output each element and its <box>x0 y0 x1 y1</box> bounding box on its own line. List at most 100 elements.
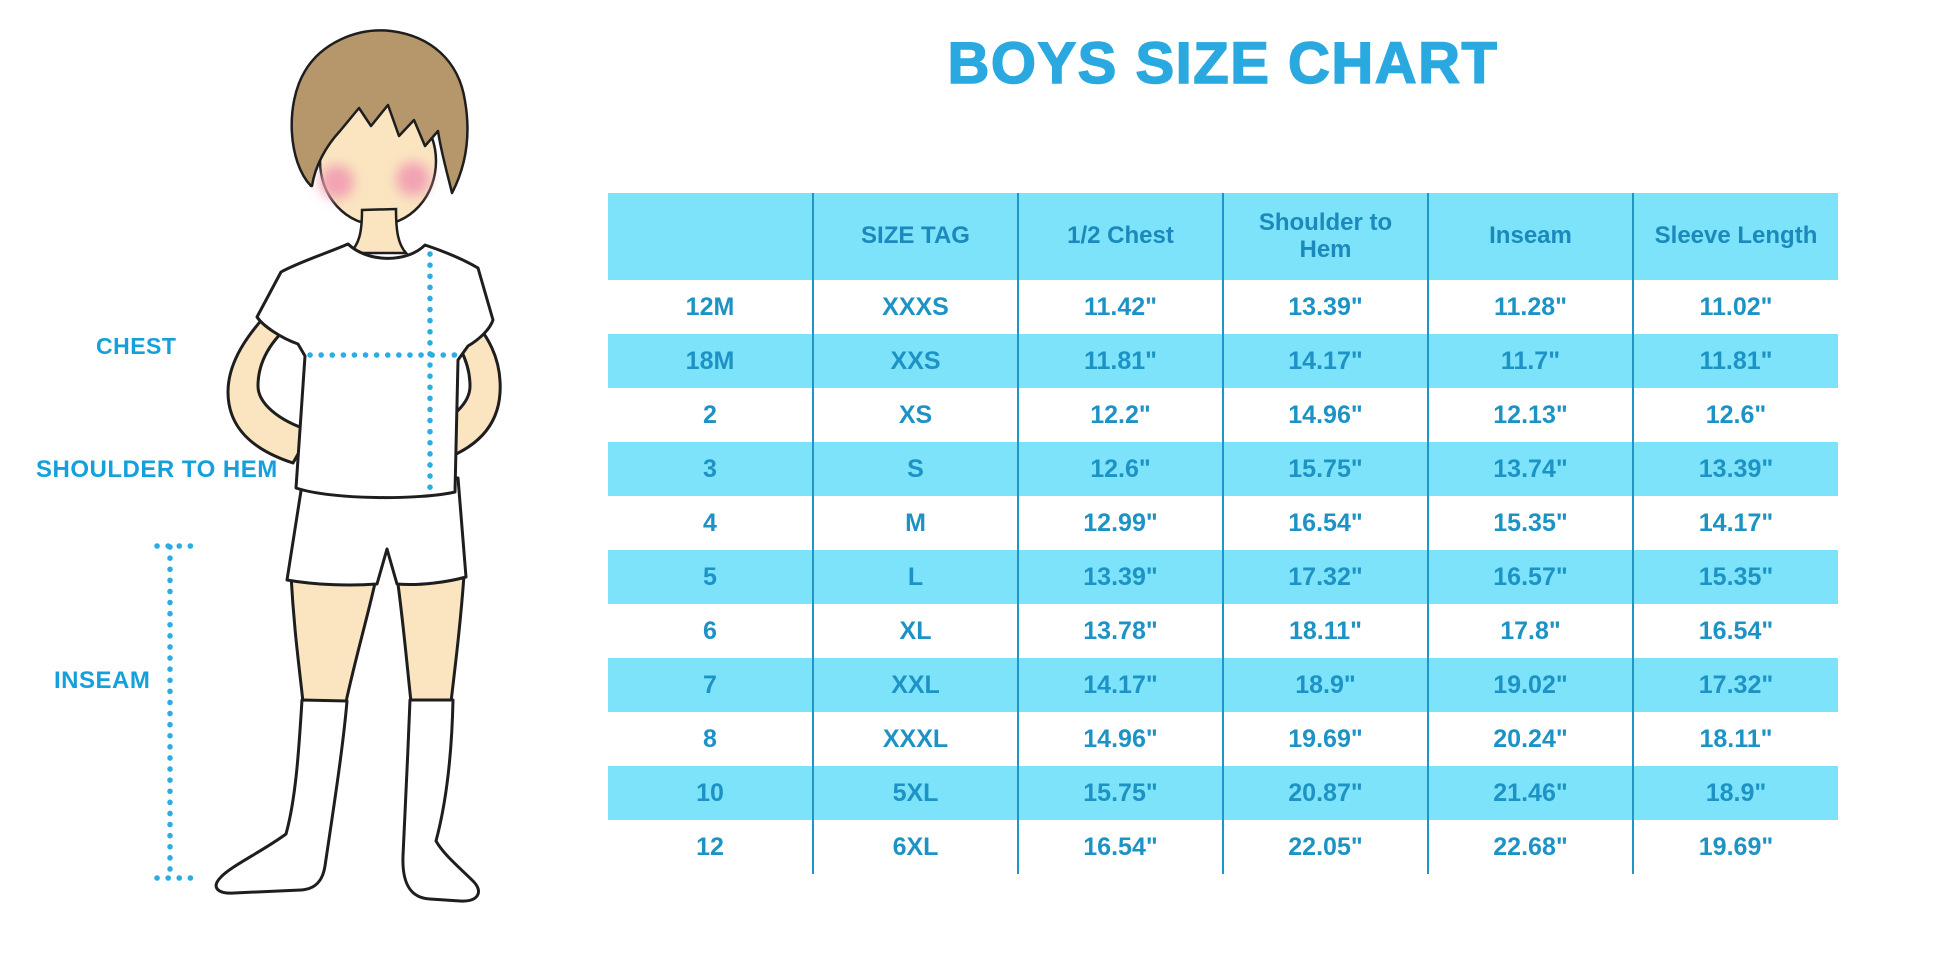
table-row: 4 M 12.99" 16.54" 15.35" 14.17" <box>608 496 1838 550</box>
cell-size-tag: 5XL <box>812 766 1018 820</box>
header-row: SIZE TAG 1/2 Chest Shoulder to Hem Insea… <box>608 193 1838 280</box>
cell-shoulder-to-hem: 16.54" <box>1222 496 1428 550</box>
cell-size: 7 <box>608 658 813 712</box>
cell-half-chest: 15.75" <box>1017 766 1223 820</box>
measurement-guides <box>154 251 466 881</box>
cell-sleeve-length: 18.9" <box>1632 766 1838 820</box>
cell-inseam: 11.28" <box>1427 280 1633 334</box>
cell-size: 5 <box>608 550 813 604</box>
table-row: 5 L 13.39" 17.32" 16.57" 15.35" <box>608 550 1838 604</box>
cell-half-chest: 12.2" <box>1017 388 1223 442</box>
cell-size-tag: XXS <box>812 334 1018 388</box>
cell-half-chest: 12.6" <box>1017 442 1223 496</box>
cell-shoulder-to-hem: 20.87" <box>1222 766 1428 820</box>
cell-shoulder-to-hem: 22.05" <box>1222 820 1428 874</box>
cell-inseam: 22.68" <box>1427 820 1633 874</box>
right-cheek <box>396 162 430 196</box>
header-inseam: Inseam <box>1427 193 1633 280</box>
table-row: 7 XXL 14.17" 18.9" 19.02" 17.32" <box>608 658 1838 712</box>
cell-size-tag: XXXL <box>812 712 1018 766</box>
cell-size: 12 <box>608 820 813 874</box>
cell-sleeve-length: 16.54" <box>1632 604 1838 658</box>
cell-inseam: 21.46" <box>1427 766 1633 820</box>
cell-shoulder-to-hem: 17.32" <box>1222 550 1428 604</box>
cell-half-chest: 11.81" <box>1017 334 1223 388</box>
cell-size-tag: L <box>812 550 1018 604</box>
cell-half-chest: 11.42" <box>1017 280 1223 334</box>
size-table-container: SIZE TAG 1/2 Chest Shoulder to Hem Insea… <box>608 193 1838 874</box>
table-row: 6 XL 13.78" 18.11" 17.8" 16.54" <box>608 604 1838 658</box>
cell-size-tag: XXXS <box>812 280 1018 334</box>
cell-sleeve-length: 15.35" <box>1632 550 1838 604</box>
cell-inseam: 16.57" <box>1427 550 1633 604</box>
header-half-chest: 1/2 Chest <box>1017 193 1223 280</box>
size-table-header: SIZE TAG 1/2 Chest Shoulder to Hem Insea… <box>608 193 1838 280</box>
cell-inseam: 12.13" <box>1427 388 1633 442</box>
boy-legs <box>289 573 466 704</box>
cell-sleeve-length: 11.81" <box>1632 334 1838 388</box>
cell-sleeve-length: 11.02" <box>1632 280 1838 334</box>
cell-half-chest: 13.39" <box>1017 550 1223 604</box>
header-size <box>608 193 813 280</box>
cell-inseam: 17.8" <box>1427 604 1633 658</box>
cell-size-tag: M <box>812 496 1018 550</box>
cell-sleeve-length: 13.39" <box>1632 442 1838 496</box>
cell-size: 8 <box>608 712 813 766</box>
cell-inseam: 20.24" <box>1427 712 1633 766</box>
table-row: 18M XXS 11.81" 14.17" 11.7" 11.81" <box>608 334 1838 388</box>
cell-shoulder-to-hem: 18.9" <box>1222 658 1428 712</box>
chest-label: CHEST <box>96 333 177 359</box>
cell-half-chest: 13.78" <box>1017 604 1223 658</box>
table-row: 2 XS 12.2" 14.96" 12.13" 12.6" <box>608 388 1838 442</box>
cell-size: 10 <box>608 766 813 820</box>
cell-half-chest: 14.17" <box>1017 658 1223 712</box>
cell-size-tag: XL <box>812 604 1018 658</box>
page-title: BOYS SIZE CHART <box>947 30 1499 97</box>
cell-size: 2 <box>608 388 813 442</box>
table-row: 12M XXXS 11.42" 13.39" 11.28" 11.02" <box>608 280 1838 334</box>
cell-size: 18M <box>608 334 813 388</box>
cell-shoulder-to-hem: 14.96" <box>1222 388 1428 442</box>
cell-size-tag: 6XL <box>812 820 1018 874</box>
boy-head <box>290 29 469 227</box>
cell-size: 6 <box>608 604 813 658</box>
cell-size: 3 <box>608 442 813 496</box>
boy-illustration <box>154 29 502 903</box>
cell-half-chest: 16.54" <box>1017 820 1223 874</box>
cell-sleeve-length: 17.32" <box>1632 658 1838 712</box>
cell-size-tag: XS <box>812 388 1018 442</box>
cell-shoulder-to-hem: 19.69" <box>1222 712 1428 766</box>
boy-neck <box>346 207 409 255</box>
header-shoulder-to-hem: Shoulder to Hem <box>1222 193 1428 280</box>
cell-sleeve-length: 18.11" <box>1632 712 1838 766</box>
table-row: 10 5XL 15.75" 20.87" 21.46" 18.9" <box>608 766 1838 820</box>
boy-shirt <box>255 242 495 500</box>
size-table: SIZE TAG 1/2 Chest Shoulder to Hem Insea… <box>608 193 1838 874</box>
cell-half-chest: 12.99" <box>1017 496 1223 550</box>
left-cheek <box>320 165 354 199</box>
cell-shoulder-to-hem: 13.39" <box>1222 280 1428 334</box>
cell-size-tag: XXL <box>812 658 1018 712</box>
cell-size: 12M <box>608 280 813 334</box>
cell-sleeve-length: 12.6" <box>1632 388 1838 442</box>
cell-inseam: 13.74" <box>1427 442 1633 496</box>
table-row: 3 S 12.6" 15.75" 13.74" 13.39" <box>608 442 1838 496</box>
header-size-tag: SIZE TAG <box>812 193 1018 280</box>
cell-sleeve-length: 19.69" <box>1632 820 1838 874</box>
cell-inseam: 11.7" <box>1427 334 1633 388</box>
table-row: 12 6XL 16.54" 22.05" 22.68" 19.69" <box>608 820 1838 874</box>
boy-hair <box>290 29 469 195</box>
cell-inseam: 19.02" <box>1427 658 1633 712</box>
shoulder-to-hem-label: SHOULDER TO HEM <box>36 456 278 483</box>
cell-size-tag: S <box>812 442 1018 496</box>
inseam-label: INSEAM <box>54 667 151 694</box>
size-table-body: 12M XXXS 11.42" 13.39" 11.28" 11.02" 18M… <box>608 280 1838 874</box>
cell-shoulder-to-hem: 14.17" <box>1222 334 1428 388</box>
cell-shoulder-to-hem: 18.11" <box>1222 604 1428 658</box>
table-row: 8 XXXL 14.96" 19.69" 20.24" 18.11" <box>608 712 1838 766</box>
cell-inseam: 15.35" <box>1427 496 1633 550</box>
cell-half-chest: 14.96" <box>1017 712 1223 766</box>
boy-shorts <box>285 476 468 587</box>
boy-socks <box>214 698 480 903</box>
